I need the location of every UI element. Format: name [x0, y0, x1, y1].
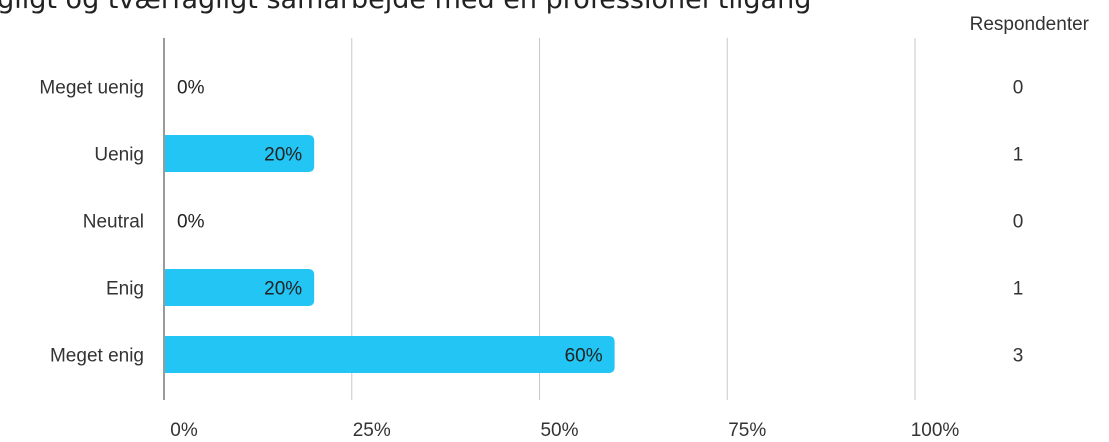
- x-tick-label: 75%: [728, 420, 766, 441]
- category-label: Uenig: [94, 145, 144, 166]
- respondent-count: 0: [1013, 212, 1024, 233]
- bar-value-label: 0%: [177, 78, 205, 99]
- respondent-count: 0: [1013, 78, 1024, 99]
- bar-value-label: 20%: [264, 279, 302, 300]
- category-label: Neutral: [83, 212, 144, 233]
- bar-value-label: 20%: [264, 145, 302, 166]
- bar: [164, 336, 615, 373]
- x-tick-label: 100%: [911, 420, 960, 441]
- category-label: Enig: [106, 279, 144, 300]
- x-tick-label: 25%: [353, 420, 391, 441]
- respondent-count: 3: [1013, 346, 1024, 367]
- category-label: Meget enig: [50, 346, 144, 367]
- bar-value-label: 60%: [565, 346, 603, 367]
- bars: [164, 135, 615, 373]
- respondent-count: 1: [1013, 145, 1024, 166]
- bar-value-label: 0%: [177, 212, 205, 233]
- x-tick-label: 0%: [170, 420, 198, 441]
- respondent-count: 1: [1013, 279, 1024, 300]
- x-tick-label: 50%: [540, 420, 578, 441]
- category-label: Meget uenig: [39, 78, 144, 99]
